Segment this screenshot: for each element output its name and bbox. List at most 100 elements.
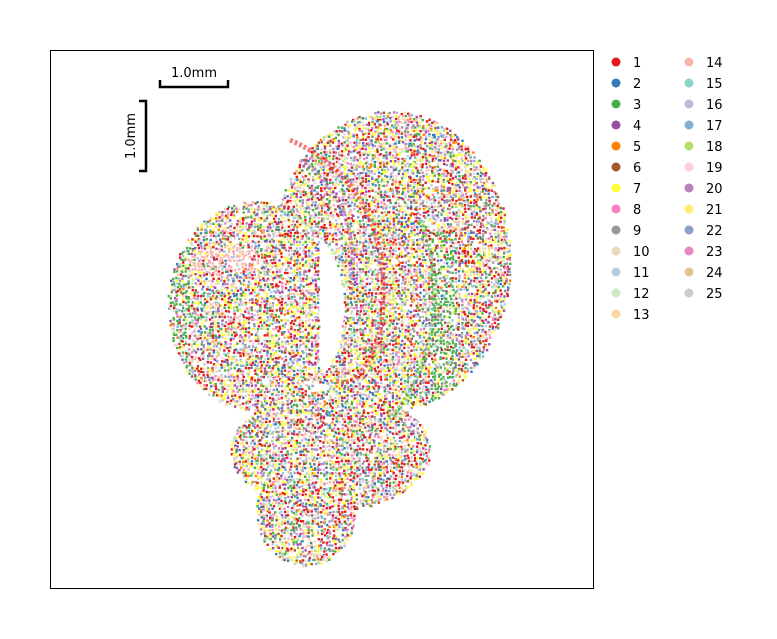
- data-point: [218, 225, 221, 228]
- data-point: [479, 291, 482, 294]
- data-point: [311, 159, 315, 162]
- data-point: [244, 274, 248, 277]
- data-point: [377, 271, 380, 275]
- data-point: [241, 246, 244, 249]
- data-point: [389, 315, 392, 318]
- data-point: [286, 237, 289, 240]
- data-point: [442, 180, 445, 183]
- data-point: [266, 268, 270, 271]
- data-point: [428, 265, 431, 269]
- data-point: [395, 189, 398, 192]
- data-point: [227, 292, 231, 295]
- data-point: [377, 189, 381, 192]
- data-point: [467, 303, 470, 306]
- data-point: [380, 205, 383, 209]
- data-point: [334, 258, 337, 261]
- data-point: [452, 229, 456, 233]
- data-point: [394, 148, 397, 151]
- data-point: [221, 229, 224, 232]
- data-point: [481, 223, 484, 226]
- data-point: [397, 255, 401, 258]
- data-point: [268, 234, 271, 237]
- data-point: [293, 172, 296, 175]
- data-point: [478, 280, 481, 283]
- data-point: [412, 162, 415, 165]
- data-point: [253, 267, 257, 271]
- data-point: [389, 136, 393, 139]
- data-point: [344, 148, 348, 151]
- data-point: [503, 220, 506, 223]
- data-point: [343, 319, 346, 323]
- data-point: [203, 244, 206, 247]
- data-point: [479, 306, 482, 310]
- data-point: [361, 211, 364, 215]
- data-point: [391, 237, 394, 240]
- data-point: [286, 267, 290, 270]
- data-point: [454, 291, 457, 294]
- data-point: [350, 310, 353, 313]
- data-point: [394, 306, 397, 309]
- data-point: [220, 304, 223, 307]
- data-point: [335, 213, 339, 216]
- data-point: [178, 277, 181, 280]
- data-point: [342, 228, 345, 232]
- data-point: [464, 255, 467, 258]
- data-point: [469, 235, 472, 239]
- data-point: [398, 193, 402, 196]
- data-point: [385, 276, 388, 279]
- data-point: [412, 300, 415, 303]
- data-point: [442, 205, 446, 208]
- data-point: [433, 120, 436, 123]
- data-point: [403, 265, 407, 268]
- data-point: [401, 289, 404, 292]
- data-point: [230, 222, 233, 226]
- data-point: [247, 216, 250, 219]
- data-point: [464, 177, 467, 180]
- data-point: [415, 213, 418, 216]
- data-point: [400, 294, 403, 297]
- data-point: [443, 254, 446, 257]
- data-point: [295, 204, 299, 207]
- data-point: [233, 273, 237, 277]
- data-point: [232, 246, 235, 249]
- data-point: [370, 241, 373, 244]
- data-point: [424, 148, 427, 152]
- data-point: [489, 232, 492, 235]
- data-point: [440, 157, 443, 160]
- data-point: [209, 225, 212, 228]
- data-point: [277, 222, 280, 225]
- data-point: [392, 217, 396, 220]
- data-point: [458, 237, 461, 240]
- data-point: [388, 111, 391, 115]
- data-point: [316, 190, 319, 194]
- data-point: [421, 171, 424, 174]
- data-point: [277, 221, 280, 224]
- data-point: [388, 267, 391, 270]
- data-point: [266, 273, 269, 276]
- data-point: [503, 276, 506, 279]
- data-point: [299, 232, 302, 235]
- data-point: [463, 273, 467, 276]
- data-point: [220, 240, 223, 244]
- data-point: [461, 243, 465, 246]
- data-point: [391, 183, 394, 186]
- data-point: [205, 312, 208, 315]
- data-point: [349, 222, 352, 225]
- data-point: [278, 231, 281, 235]
- data-point: [373, 208, 376, 212]
- data-point: [302, 312, 305, 315]
- data-point: [247, 240, 250, 243]
- data-point: [307, 285, 311, 288]
- data-point: [307, 184, 310, 188]
- data-point: [195, 277, 198, 280]
- data-point: [496, 258, 499, 262]
- data-point: [449, 201, 452, 205]
- data-point: [304, 210, 307, 213]
- data-point: [257, 316, 261, 320]
- data-point: [430, 129, 433, 132]
- data-point: [271, 244, 274, 247]
- data-point: [484, 255, 487, 258]
- data-point: [209, 298, 213, 301]
- data-point: [329, 166, 332, 170]
- data-point: [440, 286, 443, 289]
